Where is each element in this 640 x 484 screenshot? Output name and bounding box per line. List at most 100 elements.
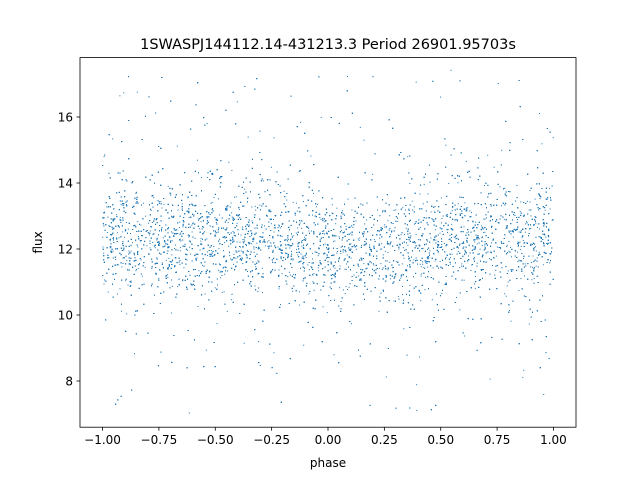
data-point [371,262,372,264]
data-point [200,221,202,223]
data-point [424,289,426,291]
data-point [253,237,255,239]
data-point [383,291,384,292]
data-point [520,249,522,251]
data-point [545,236,547,238]
data-point [372,173,374,175]
data-point [499,186,501,188]
data-point [265,245,266,247]
data-point [427,240,429,242]
data-point [342,210,343,212]
data-point [461,196,462,198]
data-point [186,259,188,261]
data-point [179,250,181,252]
data-point [486,217,487,219]
data-point [359,237,361,239]
data-point [267,245,269,247]
data-point [135,270,137,272]
data-point [206,177,208,178]
data-point [188,236,190,238]
data-point [470,216,472,218]
data-point [422,203,424,205]
data-point [425,262,427,264]
data-point [308,293,310,295]
data-point [253,251,255,253]
data-point [300,121,302,123]
data-point [506,244,508,246]
data-point [500,205,502,207]
data-point [221,291,223,293]
data-point [171,285,173,287]
data-point [287,276,289,278]
data-point [482,232,484,234]
data-point [507,270,509,272]
data-point [408,255,409,257]
data-point [261,267,263,269]
data-point [506,285,508,287]
data-point [102,236,104,238]
data-point [140,224,142,226]
data-point [512,231,514,233]
data-point [297,254,299,256]
data-point [179,238,181,240]
data-point [538,209,539,211]
data-point [153,245,155,247]
data-point [333,241,334,243]
data-point [203,226,205,228]
data-point [366,219,368,221]
data-point [122,257,124,259]
data-point [544,209,546,211]
data-point [235,196,237,198]
data-point [496,246,498,248]
data-point [120,310,122,312]
data-point [127,228,129,230]
data-point [408,208,410,210]
data-point [318,270,320,272]
data-point [518,290,520,292]
data-point [296,249,297,251]
data-point [320,116,322,118]
data-point [119,95,121,97]
data-point [167,277,169,279]
data-point [171,231,172,233]
data-point [205,349,207,351]
data-point [139,262,140,264]
data-point [503,218,505,220]
data-point [210,202,212,204]
data-point [255,209,257,211]
data-point [453,236,455,238]
data-point [239,259,241,261]
data-point [192,222,194,224]
data-point [319,217,321,219]
data-point [339,287,341,289]
data-point [292,235,294,237]
data-point [529,190,531,191]
data-point [299,291,300,293]
data-point [268,240,270,242]
data-point [405,227,407,229]
data-point [441,222,442,224]
data-point [535,246,536,248]
data-point [495,269,497,271]
data-point [206,123,208,124]
data-point [130,285,132,286]
data-point [126,313,128,315]
data-point [296,210,298,212]
data-point [240,250,242,252]
data-point [517,245,519,247]
data-point [140,259,142,261]
data-point [419,263,421,265]
data-point [384,250,386,252]
data-point [510,320,512,322]
data-point [387,220,389,222]
data-point [162,237,164,239]
data-point [523,369,525,371]
data-point [244,188,246,190]
data-point [476,243,478,245]
data-point [326,312,328,314]
data-point [333,254,335,256]
data-point [505,295,507,297]
data-point [103,252,105,254]
data-point [243,242,245,244]
data-point [415,81,417,83]
